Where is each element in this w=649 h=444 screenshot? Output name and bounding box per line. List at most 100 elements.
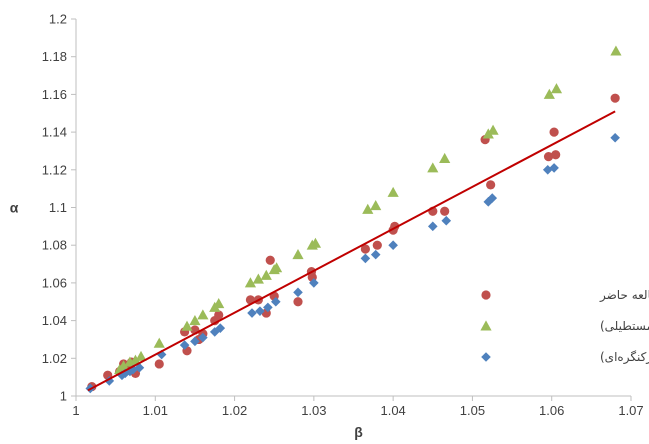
- y-tick-label: 1.14: [42, 125, 67, 140]
- x-axis-title: β: [354, 424, 363, 440]
- labyrinth-weir-point: [610, 132, 620, 143]
- rectangular-weir-point: [292, 249, 304, 260]
- labyrinth-weir-point: [427, 221, 438, 232]
- present-study-point: [549, 127, 559, 137]
- x-tick-label: 1.03: [301, 403, 326, 418]
- legend-marker: [481, 352, 491, 362]
- labyrinth-weir-point: [483, 197, 494, 207]
- labyrinth-weir-point: [271, 296, 281, 307]
- present-study-point: [360, 244, 370, 254]
- x-tick-label: 1.06: [539, 403, 564, 418]
- rectangular-weir-point: [610, 45, 622, 56]
- data-points: [85, 45, 622, 394]
- legend-marker: [481, 290, 491, 300]
- present-study-point: [293, 297, 303, 307]
- rectangular-weir-point: [387, 186, 399, 197]
- labyrinth-weir-point: [309, 278, 319, 288]
- present-study-point: [610, 93, 620, 103]
- legend-label: بختیاری(سرریزکنگره‌ای): [600, 350, 649, 365]
- legend-marker: [480, 320, 492, 331]
- rectangular-weir-point: [550, 83, 563, 94]
- rectangular-weir-point: [439, 152, 451, 163]
- y-tick-label: 1.12: [42, 162, 67, 177]
- rectangular-weir-point: [135, 350, 147, 361]
- labyrinth-weir-point: [263, 302, 273, 313]
- legend-label: وتوليتی (سرریزمستطیلی): [600, 319, 649, 334]
- present-study-point: [543, 152, 554, 162]
- labyrinth-weir-point: [198, 332, 208, 343]
- labyrinth-weir-point: [360, 253, 371, 264]
- rectangular-weir-point: [427, 162, 439, 173]
- labyrinth-weir-point: [179, 340, 190, 350]
- labyrinth-weir-point: [120, 368, 130, 379]
- x-tick-label: 1: [72, 403, 79, 418]
- rectangular-weir-point: [129, 354, 142, 365]
- present-study-point: [265, 255, 275, 265]
- y-tick-label: 1.02: [42, 351, 67, 366]
- rectangular-weir-point: [270, 262, 283, 273]
- rectangular-weir-point: [153, 337, 165, 348]
- labyrinth-weir-point: [487, 193, 498, 203]
- labyrinth-weir-point: [542, 165, 553, 175]
- trendline: [87, 110, 616, 392]
- rectangular-weir-point: [370, 200, 382, 211]
- y-tick-label: 1.16: [42, 87, 67, 102]
- y-tick-label: 1.06: [42, 275, 67, 290]
- labyrinth-weir-point: [209, 327, 220, 337]
- rectangular-weir-point: [252, 273, 264, 284]
- rectangular-weir-point: [487, 124, 499, 135]
- labyrinth-weir-point: [247, 308, 257, 318]
- series-triangle: [114, 45, 622, 375]
- present-study-point: [486, 180, 496, 190]
- labyrinth-weir-point: [104, 376, 115, 386]
- labyrinth-weir-point: [293, 287, 303, 298]
- rectangular-weir-point: [260, 269, 272, 280]
- tick-labels: 1 1.01 1.02 1.03 1.04 1.05 1.06 1.07 1 1.02 1.04 1.…: [42, 12, 644, 419]
- rectangular-weir-point: [362, 203, 374, 214]
- y-tick-label: 1: [60, 389, 67, 404]
- x-tick-label: 1.07: [618, 403, 643, 418]
- rectangular-weir-point: [197, 309, 209, 320]
- x-tick-label: 1.02: [222, 403, 247, 418]
- y-axis-title: α: [10, 200, 19, 216]
- labyrinth-weir-point: [441, 215, 452, 226]
- rectangular-weir-point: [244, 277, 257, 288]
- present-study-point: [214, 310, 224, 320]
- present-study-point: [154, 359, 164, 369]
- rectangular-weir-point: [181, 320, 193, 331]
- labyrinth-weir-point: [190, 336, 200, 347]
- labyrinth-weir-point: [215, 323, 226, 333]
- legend-label: مطالعه حاضر: [599, 288, 649, 303]
- y-tick-label: 1.18: [42, 49, 67, 64]
- legend-item-labyrinth-weir: بختیاری(سرریزکنگره‌ای): [481, 350, 649, 365]
- labyrinth-weir-point: [255, 306, 265, 316]
- rectangular-weir-point: [213, 298, 225, 309]
- labyrinth-weir-point: [117, 370, 127, 381]
- x-tick-label: 1.01: [143, 403, 168, 418]
- rectangular-weir-point: [543, 88, 555, 99]
- series-diamond: [85, 132, 620, 394]
- y-tick-label: 1.2: [49, 12, 67, 27]
- labyrinth-weir-point: [370, 249, 381, 260]
- rectangular-weir-point: [117, 360, 130, 371]
- axes: [71, 18, 632, 401]
- labyrinth-weir-point: [388, 240, 398, 250]
- x-tick-label: 1.04: [380, 403, 405, 418]
- present-study-point: [372, 240, 382, 250]
- labyrinth-weir-point: [549, 163, 559, 173]
- x-tick-label: 1.05: [460, 403, 485, 418]
- trendline-layer: [87, 110, 616, 392]
- present-study-point: [440, 206, 450, 216]
- legend-item-rectangular-weir: وتوليتی (سرریزمستطیلی): [480, 319, 649, 334]
- legend: مطالعه حاضر وتوليتی (سرریزمستطیلی) بختیاری…: [480, 288, 649, 365]
- y-tick-label: 1.04: [42, 313, 67, 328]
- rectangular-weir-point: [189, 315, 201, 326]
- y-tick-label: 1.08: [42, 238, 67, 253]
- rectangular-weir-point: [309, 237, 322, 248]
- legend-item-present-study: مطالعه حاضر: [481, 288, 649, 303]
- series-circle: [87, 93, 620, 392]
- y-tick-label: 1.1: [49, 200, 67, 215]
- present-study-point: [551, 150, 561, 160]
